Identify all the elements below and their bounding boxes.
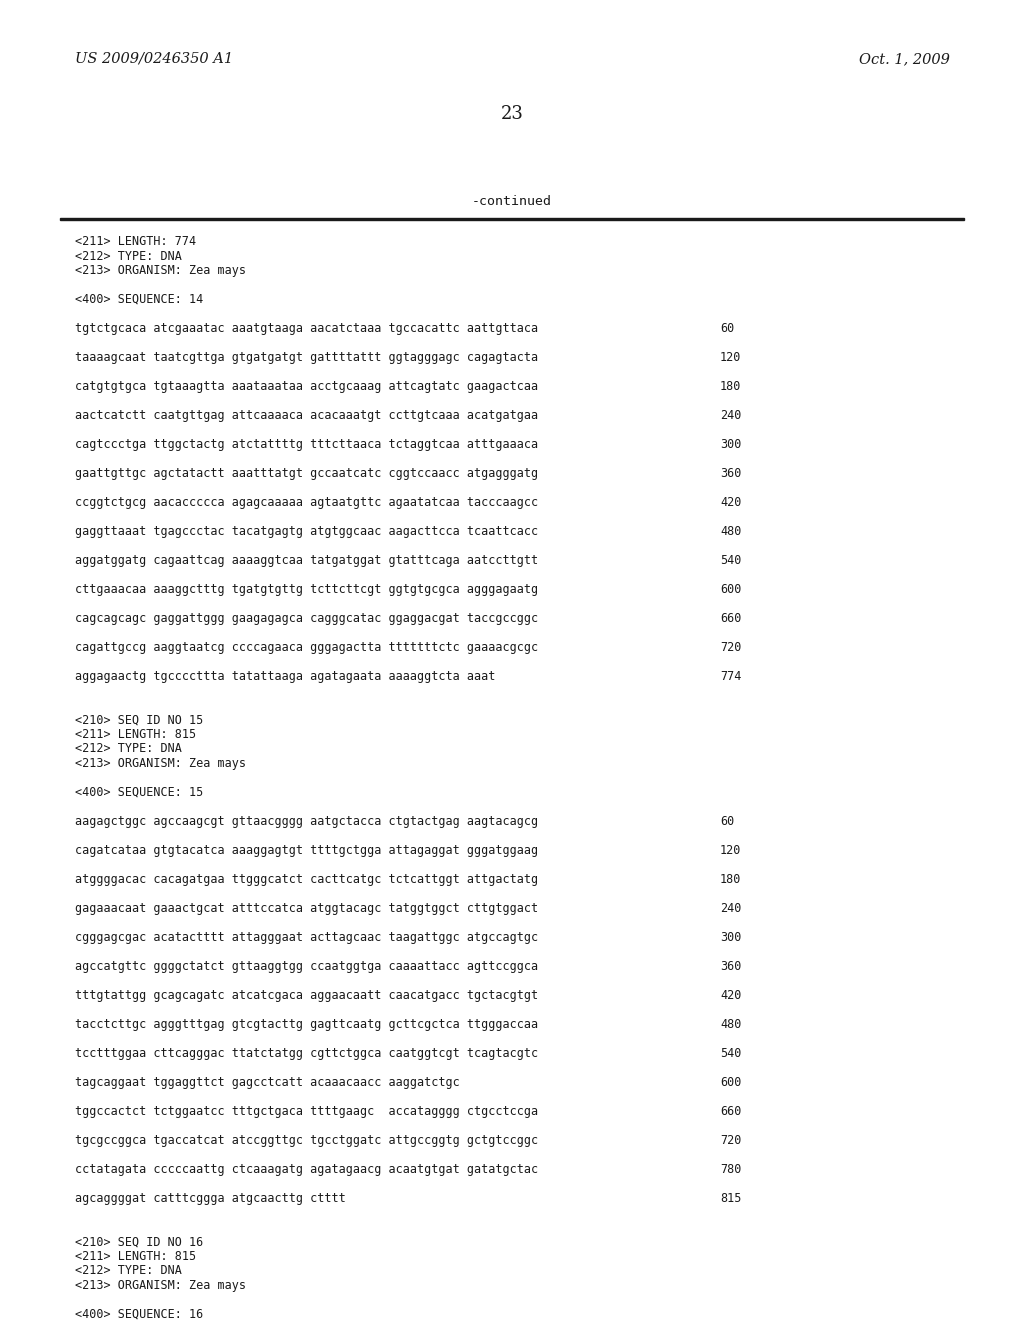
Text: cttgaaacaa aaaggctttg tgatgtgttg tcttcttcgt ggtgtgcgca agggagaatg: cttgaaacaa aaaggctttg tgatgtgttg tcttctt… [75,583,539,597]
Text: <213> ORGANISM: Zea mays: <213> ORGANISM: Zea mays [75,1279,246,1292]
Text: cagatcataa gtgtacatca aaaggagtgt ttttgctgga attagaggat gggatggaag: cagatcataa gtgtacatca aaaggagtgt ttttgct… [75,843,539,857]
Text: tggccactct tctggaatcc tttgctgaca ttttgaagc  accatagggg ctgcctccga: tggccactct tctggaatcc tttgctgaca ttttgaa… [75,1105,539,1118]
Text: <210> SEQ ID NO 16: <210> SEQ ID NO 16 [75,1236,203,1249]
Text: 780: 780 [720,1163,741,1176]
Text: gagaaacaat gaaactgcat atttccatca atggtacagc tatggtggct cttgtggact: gagaaacaat gaaactgcat atttccatca atggtac… [75,902,539,915]
Text: taaaagcaat taatcgttga gtgatgatgt gattttattt ggtagggagc cagagtacta: taaaagcaat taatcgttga gtgatgatgt gatttta… [75,351,539,364]
Text: 815: 815 [720,1192,741,1205]
Text: 60: 60 [720,322,734,335]
Text: <211> LENGTH: 815: <211> LENGTH: 815 [75,729,197,741]
Text: tcctttggaa cttcagggac ttatctatgg cgttctggca caatggtcgt tcagtacgtc: tcctttggaa cttcagggac ttatctatgg cgttctg… [75,1047,539,1060]
Text: 600: 600 [720,583,741,597]
Text: <400> SEQUENCE: 15: <400> SEQUENCE: 15 [75,785,203,799]
Text: Oct. 1, 2009: Oct. 1, 2009 [859,51,950,66]
Text: cctatagata cccccaattg ctcaaagatg agatagaacg acaatgtgat gatatgctac: cctatagata cccccaattg ctcaaagatg agataga… [75,1163,539,1176]
Text: <212> TYPE: DNA: <212> TYPE: DNA [75,249,182,263]
Text: <212> TYPE: DNA: <212> TYPE: DNA [75,742,182,755]
Text: 720: 720 [720,642,741,653]
Text: 540: 540 [720,1047,741,1060]
Text: <213> ORGANISM: Zea mays: <213> ORGANISM: Zea mays [75,264,246,277]
Text: aagagctggc agccaagcgt gttaacgggg aatgctacca ctgtactgag aagtacagcg: aagagctggc agccaagcgt gttaacgggg aatgcta… [75,814,539,828]
Text: -continued: -continued [472,195,552,209]
Text: <213> ORGANISM: Zea mays: <213> ORGANISM: Zea mays [75,756,246,770]
Text: 180: 180 [720,873,741,886]
Text: <212> TYPE: DNA: <212> TYPE: DNA [75,1265,182,1278]
Text: 360: 360 [720,467,741,480]
Text: <211> LENGTH: 774: <211> LENGTH: 774 [75,235,197,248]
Text: 540: 540 [720,554,741,568]
Text: gaggttaaat tgagccctac tacatgagtg atgtggcaac aagacttcca tcaattcacc: gaggttaaat tgagccctac tacatgagtg atgtggc… [75,525,539,539]
Text: aactcatctt caatgttgag attcaaaaca acacaaatgt ccttgtcaaa acatgatgaa: aactcatctt caatgttgag attcaaaaca acacaaa… [75,409,539,422]
Text: tgcgccggca tgaccatcat atccggttgc tgcctggatc attgccggtg gctgtccggc: tgcgccggca tgaccatcat atccggttgc tgcctgg… [75,1134,539,1147]
Text: 23: 23 [501,106,523,123]
Text: 300: 300 [720,438,741,451]
Text: 60: 60 [720,814,734,828]
Text: aggatggatg cagaattcag aaaaggtcaa tatgatggat gtatttcaga aatccttgtt: aggatggatg cagaattcag aaaaggtcaa tatgatg… [75,554,539,568]
Text: 720: 720 [720,1134,741,1147]
Text: cagcagcagc gaggattggg gaagagagca cagggcatac ggaggacgat taccgccggc: cagcagcagc gaggattggg gaagagagca cagggca… [75,612,539,624]
Text: 774: 774 [720,671,741,682]
Text: 660: 660 [720,1105,741,1118]
Text: <400> SEQUENCE: 16: <400> SEQUENCE: 16 [75,1308,203,1320]
Bar [60,218,964,220]
Text: <210> SEQ ID NO 15: <210> SEQ ID NO 15 [75,714,203,726]
Text: gaattgttgc agctatactt aaatttatgt gccaatcatc cggtccaacc atgagggatg: gaattgttgc agctatactt aaatttatgt gccaatc… [75,467,539,480]
Text: 420: 420 [720,989,741,1002]
Text: 480: 480 [720,525,741,539]
Text: aggagaactg tgccccttta tatattaaga agatagaata aaaaggtcta aaat: aggagaactg tgccccttta tatattaaga agataga… [75,671,496,682]
Text: cgggagcgac acatactttt attagggaat acttagcaac taagattggc atgccagtgc: cgggagcgac acatactttt attagggaat acttagc… [75,931,539,944]
Text: tacctcttgc agggtttgag gtcgtacttg gagttcaatg gcttcgctca ttgggaccaa: tacctcttgc agggtttgag gtcgtacttg gagttca… [75,1018,539,1031]
Text: 360: 360 [720,960,741,973]
Text: 180: 180 [720,380,741,393]
Text: 660: 660 [720,612,741,624]
Text: tagcaggaat tggaggttct gagcctcatt acaaacaacc aaggatctgc: tagcaggaat tggaggttct gagcctcatt acaaaca… [75,1076,460,1089]
Text: <400> SEQUENCE: 14: <400> SEQUENCE: 14 [75,293,203,306]
Text: tgtctgcaca atcgaaatac aaatgtaaga aacatctaaa tgccacattc aattgttaca: tgtctgcaca atcgaaatac aaatgtaaga aacatct… [75,322,539,335]
Text: 300: 300 [720,931,741,944]
Text: catgtgtgca tgtaaagtta aaataaataa acctgcaaag attcagtatc gaagactcaa: catgtgtgca tgtaaagtta aaataaataa acctgca… [75,380,539,393]
Text: ccggtctgcg aacaccccca agagcaaaaa agtaatgttc agaatatcaa tacccaagcc: ccggtctgcg aacaccccca agagcaaaaa agtaatg… [75,496,539,510]
Text: cagattgccg aaggtaatcg ccccagaaca gggagactta tttttttctc gaaaacgcgc: cagattgccg aaggtaatcg ccccagaaca gggagac… [75,642,539,653]
Text: 420: 420 [720,496,741,510]
Text: <211> LENGTH: 815: <211> LENGTH: 815 [75,1250,197,1263]
Text: US 2009/0246350 A1: US 2009/0246350 A1 [75,51,233,66]
Text: agcaggggat catttcggga atgcaacttg ctttt: agcaggggat catttcggga atgcaacttg ctttt [75,1192,346,1205]
Text: cagtccctga ttggctactg atctattttg tttcttaaca tctaggtcaa atttgaaaca: cagtccctga ttggctactg atctattttg tttctta… [75,438,539,451]
Text: 480: 480 [720,1018,741,1031]
Text: 240: 240 [720,409,741,422]
Text: 120: 120 [720,843,741,857]
Text: atggggacac cacagatgaa ttgggcatct cacttcatgc tctcattggt attgactatg: atggggacac cacagatgaa ttgggcatct cacttca… [75,873,539,886]
Text: 120: 120 [720,351,741,364]
Text: tttgtattgg gcagcagatc atcatcgaca aggaacaatt caacatgacc tgctacgtgt: tttgtattgg gcagcagatc atcatcgaca aggaaca… [75,989,539,1002]
Text: agccatgttc ggggctatct gttaaggtgg ccaatggtga caaaattacc agttccggca: agccatgttc ggggctatct gttaaggtgg ccaatgg… [75,960,539,973]
Text: 600: 600 [720,1076,741,1089]
Text: 240: 240 [720,902,741,915]
